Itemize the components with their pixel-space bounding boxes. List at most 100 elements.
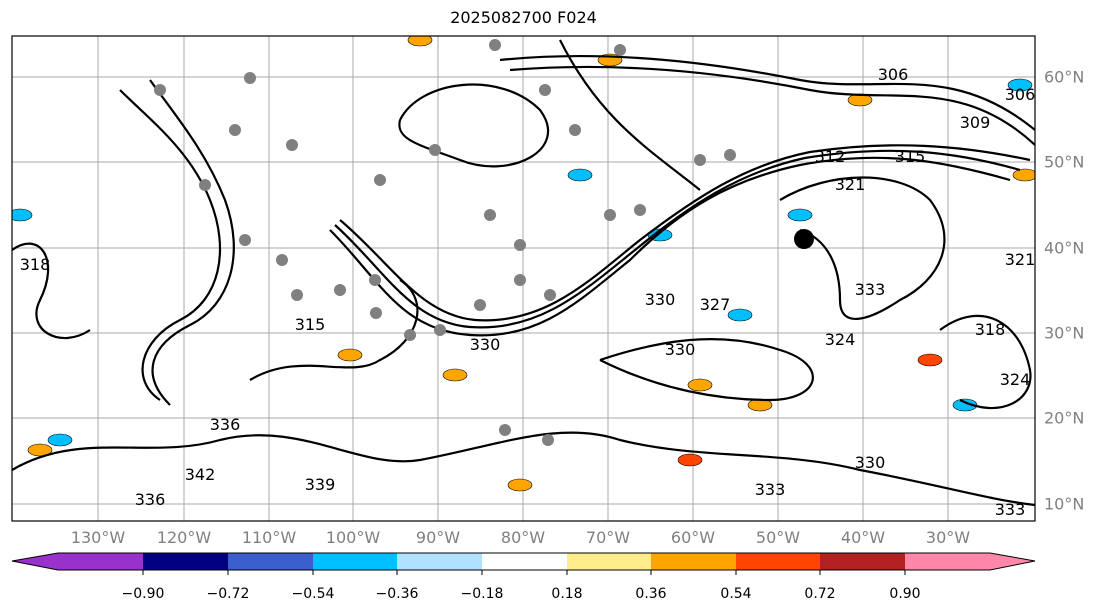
colorbar-tick-label: −0.36	[375, 586, 419, 602]
station-dot	[474, 299, 486, 311]
contour-label: 318	[975, 320, 1006, 339]
colorbar-tick-label: 0.18	[551, 586, 583, 602]
anomaly-patch	[442, 368, 468, 382]
contour-label: 333	[755, 480, 786, 499]
anomaly-patch	[917, 353, 943, 367]
colorbar-tick-label: 0.36	[635, 586, 667, 602]
colorbar-tick-label: −0.54	[291, 586, 335, 602]
contour-label: 312	[815, 147, 846, 166]
station-dot	[369, 274, 381, 286]
contour-line	[398, 83, 549, 168]
longitude-label: 130°W	[70, 528, 126, 547]
colorbar	[11, 552, 1036, 575]
contour-line	[149, 79, 235, 406]
latitude-label: 30°N	[1044, 323, 1085, 343]
contour-line	[339, 144, 1031, 322]
colorbar-outline	[11, 552, 1036, 571]
anomaly-patch	[1012, 168, 1035, 182]
contour-line	[12, 242, 91, 340]
longitude-label: 60°W	[670, 528, 716, 547]
station-dot	[286, 139, 298, 151]
station-dot	[429, 144, 441, 156]
station-dot	[604, 209, 616, 221]
contour-label: 330	[470, 335, 501, 354]
contour-line	[334, 149, 1021, 329]
station-dot	[539, 84, 551, 96]
map-frame	[11, 35, 1036, 522]
colorbar-segment	[397, 553, 482, 570]
station-dot	[291, 289, 303, 301]
contour-label: 333	[995, 500, 1026, 519]
theta-contours	[12, 39, 1035, 507]
anomaly-patch	[337, 348, 363, 362]
station-dot	[239, 234, 251, 246]
colorbar-segment	[567, 553, 651, 570]
colorbar-extend-max	[990, 553, 1035, 570]
station-dot	[544, 289, 556, 301]
longitude-label: 50°W	[755, 528, 801, 547]
contour-label: 306	[878, 65, 909, 84]
contour-line	[939, 314, 1032, 410]
contour-line	[509, 65, 1035, 146]
anomaly-patch	[27, 443, 53, 457]
contour-label: 321	[1005, 250, 1036, 269]
station-dot	[404, 329, 416, 341]
contour-label: 342	[185, 465, 216, 484]
longitude-label: 80°W	[500, 528, 546, 547]
contour-line	[329, 156, 1011, 337]
anomaly-patch	[952, 398, 978, 412]
colorbar-segment	[228, 553, 313, 570]
latitude-label: 40°N	[1044, 238, 1085, 258]
station-dot	[514, 274, 526, 286]
contour-label: 330	[645, 290, 676, 309]
longitude-label: 90°W	[415, 528, 461, 547]
station-dot	[569, 124, 581, 136]
anomaly-patch	[727, 308, 753, 322]
colorbar-segment	[313, 553, 397, 570]
colorbar-tick-label: 0.90	[889, 586, 921, 602]
colorbar-tick-label: −0.90	[121, 586, 165, 602]
contour-label: 330	[665, 340, 696, 359]
contour-label: 309	[960, 113, 991, 132]
station-dot	[199, 179, 211, 191]
contour-line	[119, 89, 222, 401]
station-dot	[229, 124, 241, 136]
contour-label: 336	[135, 490, 166, 509]
station-dot	[334, 284, 346, 296]
contour-label: 330	[855, 453, 886, 472]
colorbar-tick-label: 0.54	[720, 586, 752, 602]
station-dot	[634, 204, 646, 216]
contour-line	[779, 176, 946, 320]
colorbar-segment	[58, 553, 143, 570]
latitude-label: 60°N	[1044, 67, 1085, 87]
station-dot	[434, 324, 446, 336]
latitude-label: 10°N	[1044, 494, 1085, 514]
station-dot	[484, 209, 496, 221]
contour-label: 324	[825, 330, 856, 349]
anomaly-patch	[787, 208, 813, 222]
colorbar-segment	[143, 553, 228, 570]
station-dot	[694, 154, 706, 166]
station-dot	[370, 307, 382, 319]
contour-line	[559, 39, 701, 191]
station-dot	[374, 174, 386, 186]
contour-label: 315	[895, 147, 926, 166]
contour-label: 333	[855, 280, 886, 299]
colorbar-tick-label: 0.72	[804, 586, 836, 602]
anomaly-patch	[407, 36, 433, 47]
station-dot	[244, 72, 256, 84]
station-dot	[489, 39, 501, 51]
low-center-marker	[794, 229, 814, 249]
latitude-label: 20°N	[1044, 408, 1085, 428]
station-dots	[154, 39, 814, 446]
anomaly-patch	[677, 453, 703, 467]
contour-line	[599, 338, 814, 402]
anomaly-patch	[1007, 78, 1033, 92]
anomaly-patch	[47, 433, 73, 447]
contour-label: 321	[835, 175, 866, 194]
anomaly-patch	[687, 378, 713, 392]
longitude-label: 100°W	[325, 528, 381, 547]
anomaly-patch	[507, 478, 533, 492]
contour-label: 306	[1005, 85, 1036, 104]
longitude-label: 30°W	[925, 528, 971, 547]
